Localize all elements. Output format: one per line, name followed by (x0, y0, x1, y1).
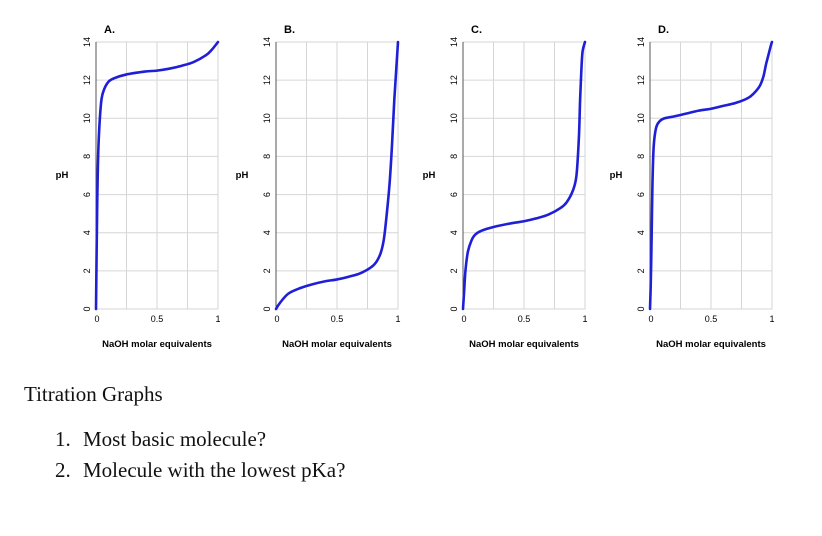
y-tick-label: 2 (636, 268, 646, 273)
chart-title: A. (104, 24, 115, 36)
chart-panel-1: 0 2 4 6 8 10 12 14 0 0.5 1 A. pH NaOH molar equivalen… (56, 24, 221, 350)
y-tick-label: 8 (262, 154, 272, 159)
y-tick-label: 10 (262, 113, 272, 123)
y-axis-label: pH (236, 170, 249, 181)
y-tick-label: 14 (82, 37, 92, 47)
chart-title: B. (284, 24, 295, 36)
question-text: Molecule with the lowest pKa? (83, 458, 346, 482)
x-tick-label: 0.5 (518, 314, 531, 324)
y-tick-label: 0 (636, 306, 646, 311)
y-tick-label: 4 (82, 230, 92, 235)
x-tick-label: 1 (769, 314, 774, 324)
y-axis-label: pH (56, 170, 69, 181)
y-tick-label: 6 (449, 192, 459, 197)
chart-panel-3: 0 2 4 6 8 10 12 14 0 0.5 1 C. pH NaOH molar equivalen… (423, 24, 588, 350)
y-tick-label: 14 (449, 37, 459, 47)
y-tick-label: 6 (636, 192, 646, 197)
x-tick-label: 0 (94, 314, 99, 324)
y-tick-label: 10 (636, 113, 646, 123)
y-tick-label: 6 (262, 192, 272, 197)
y-tick-label: 2 (262, 268, 272, 273)
y-tick-label: 4 (262, 230, 272, 235)
y-tick-label: 0 (262, 306, 272, 311)
x-tick-label: 0 (274, 314, 279, 324)
y-tick-label: 0 (82, 306, 92, 311)
y-tick-label: 14 (262, 37, 272, 47)
x-axis-label: NaOH molar equivalents (469, 339, 579, 350)
x-tick-label: 0 (648, 314, 653, 324)
y-tick-label: 2 (82, 268, 92, 273)
y-tick-label: 8 (449, 154, 459, 159)
y-tick-label: 10 (449, 113, 459, 123)
y-tick-label: 6 (82, 192, 92, 197)
chart-title: C. (471, 24, 482, 36)
y-tick-label: 4 (636, 230, 646, 235)
x-tick-label: 1 (215, 314, 220, 324)
y-tick-label: 10 (82, 113, 92, 123)
chart-title: D. (658, 24, 669, 36)
question-2: 2. Molecule with the lowest pKa? (24, 458, 544, 483)
y-tick-label: 0 (449, 306, 459, 311)
titration-curve (274, 40, 400, 311)
question-1: 1. Most basic molecule? (24, 427, 544, 452)
y-axis-label: pH (423, 170, 436, 181)
x-axis-label: NaOH molar equivalents (282, 339, 392, 350)
y-tick-label: 12 (636, 75, 646, 85)
question-number: 1. (55, 427, 71, 451)
titration-curve (648, 40, 774, 311)
chart-panel-4: 0 2 4 6 8 10 12 14 0 0.5 1 D. pH NaOH molar equivalen… (610, 24, 775, 350)
y-tick-label: 8 (82, 154, 92, 159)
x-axis-label: NaOH molar equivalents (102, 339, 212, 350)
y-tick-label: 2 (449, 268, 459, 273)
y-tick-label: 12 (449, 75, 459, 85)
document-title: Titration Graphs (24, 382, 163, 406)
titration-curve (94, 40, 220, 311)
x-tick-label: 0 (461, 314, 466, 324)
question-text: Most basic molecule? (83, 427, 267, 451)
titration-curve (461, 40, 587, 311)
x-axis-label: NaOH molar equivalents (656, 339, 766, 350)
x-tick-label: 1 (582, 314, 587, 324)
y-tick-label: 14 (636, 37, 646, 47)
y-tick-label: 12 (262, 75, 272, 85)
chart-panel-2: 0 2 4 6 8 10 12 14 0 0.5 1 B. pH NaOH molar equivalen… (236, 24, 401, 350)
x-tick-label: 0.5 (705, 314, 718, 324)
x-tick-label: 0.5 (331, 314, 344, 324)
document-text: Titration Graphs 1. Most basic molecule?… (24, 382, 544, 489)
y-tick-label: 8 (636, 154, 646, 159)
x-tick-label: 0.5 (151, 314, 164, 324)
y-tick-label: 4 (449, 230, 459, 235)
y-tick-label: 12 (82, 75, 92, 85)
x-tick-label: 1 (395, 314, 400, 324)
y-axis-label: pH (610, 170, 623, 181)
question-number: 2. (55, 458, 71, 482)
